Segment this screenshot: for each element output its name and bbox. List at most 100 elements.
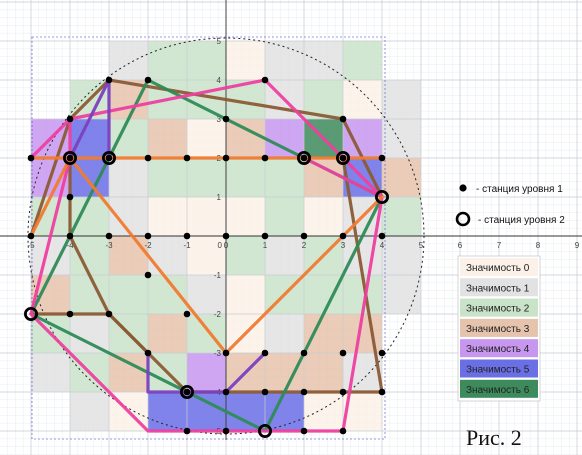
significance-cell (187, 41, 226, 80)
x-tick-label: 5 (419, 241, 424, 250)
level1-station (144, 76, 152, 84)
level1-station (300, 427, 308, 435)
level1-station (66, 232, 74, 240)
significance-cell (343, 119, 382, 158)
significance-swatch (460, 278, 538, 297)
level2-station (335, 150, 350, 165)
x-tick-label: 3 (341, 241, 346, 250)
route-line (29, 195, 384, 433)
significance-cell (382, 80, 421, 119)
level1-station (144, 154, 152, 162)
level1-station (105, 232, 113, 240)
legend-filled-dot-icon (459, 184, 467, 192)
y-tick-label: -2 (214, 310, 222, 319)
significance-cell (148, 41, 187, 80)
significance-swatch (460, 379, 538, 398)
y-tick-label: 5 (217, 37, 222, 46)
x-tick-label: -2 (144, 241, 152, 250)
level1-station (339, 154, 347, 162)
significance-cell (70, 236, 109, 275)
significance-cell (226, 236, 265, 275)
significance-cell (304, 392, 343, 431)
level1-station (261, 232, 269, 240)
significance-cell (265, 353, 304, 392)
level1-station (261, 154, 269, 162)
x-tick-label: -3 (105, 241, 113, 250)
level1-station (144, 232, 152, 240)
significance-cell (382, 158, 421, 197)
level2-station (374, 189, 389, 204)
route-line (29, 156, 72, 238)
level1-station (183, 310, 191, 318)
significance-cell (226, 275, 265, 314)
significance-cell (70, 392, 109, 431)
x-tick-label: 8 (536, 241, 541, 250)
level1-station (222, 349, 230, 357)
level1-station (66, 310, 74, 318)
significance-cell (226, 41, 265, 80)
significance-legend: Значимость 0 Значимость 1 Значимость 2 Знач… (457, 255, 541, 402)
significance-cell (226, 197, 265, 236)
significance-cell (382, 197, 421, 236)
level1-station (144, 271, 152, 279)
level1-station (27, 232, 35, 240)
significance-cell (70, 275, 109, 314)
y-tick-label: 4 (217, 76, 222, 85)
level1-station (261, 388, 269, 396)
level1-station (144, 349, 152, 357)
route-line (341, 156, 384, 394)
significance-cell (226, 119, 265, 158)
significance-cell (343, 41, 382, 80)
x-tick-label: 7 (497, 241, 502, 250)
significance-cell (304, 314, 343, 353)
significance-cell (148, 197, 187, 236)
origin-label: 0 (218, 241, 223, 250)
level1-station (378, 232, 386, 240)
significance-label: Значимость 4 (466, 344, 530, 355)
level1-station (222, 115, 230, 123)
significance-cell (226, 158, 265, 197)
significance-cell (265, 236, 304, 275)
significance-cell (70, 197, 109, 236)
level1-station (222, 388, 230, 396)
significance-cell (265, 314, 304, 353)
significance-cell (304, 41, 343, 80)
significance-cell (187, 158, 226, 197)
significance-cell (109, 158, 148, 197)
legend-level1-label: - станция уровня 1 (476, 184, 563, 195)
significance-cell (265, 197, 304, 236)
significance-cell (265, 119, 304, 158)
level1-station (300, 232, 308, 240)
significance-cell (226, 392, 265, 431)
level2-station (63, 150, 78, 165)
significance-cell (187, 353, 226, 392)
level1-station (261, 76, 269, 84)
significance-cell (109, 236, 148, 275)
level1-station (261, 349, 269, 357)
level1-station (66, 154, 74, 162)
route-line (302, 156, 384, 199)
significance-cell (109, 41, 148, 80)
significance-label: Значимость 5 (466, 365, 530, 376)
level1-station (378, 388, 386, 396)
level1-station (300, 349, 308, 357)
significance-cell (187, 119, 226, 158)
x-tick-label: 0 (224, 241, 229, 250)
significance-cell (304, 158, 343, 197)
level1-station (300, 154, 308, 162)
significance-cell (148, 158, 187, 197)
x-tick-label: -1 (183, 241, 191, 250)
significance-cell (304, 275, 343, 314)
significance-cell (382, 236, 421, 275)
figure-caption: Рис. 2 (466, 425, 522, 450)
significance-cell (343, 80, 382, 119)
significance-cell (148, 392, 187, 431)
significance-cell (148, 236, 187, 275)
level1-station (66, 115, 74, 123)
significance-cell (109, 119, 148, 158)
level1-station (378, 154, 386, 162)
level2-station (23, 306, 38, 321)
station-legend: - станция уровня 1 - станция уровня 2 (455, 184, 565, 227)
axes (0, 0, 582, 440)
